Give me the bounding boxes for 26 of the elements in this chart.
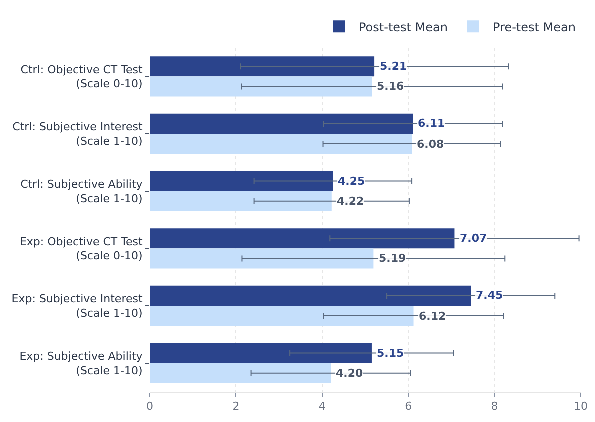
data-label: 5.16	[377, 80, 404, 93]
data-label: 5.15	[377, 347, 404, 360]
y-tick-label: Exp: Subjective Interest (Scale 1-10)	[12, 292, 144, 320]
data-label: 4.22	[337, 195, 364, 208]
y-tick-label: Exp: Subjective Ability (Scale 1-10)	[20, 350, 144, 378]
x-tick-label: 8	[491, 400, 498, 414]
data-label: 5.21	[380, 60, 408, 73]
y-tick-label: Exp: Objective CT Test (Scale 0-10)	[20, 235, 144, 263]
x-tick-label: 10	[574, 400, 588, 414]
legend-label: Post-test Mean	[359, 20, 448, 34]
x-tick-label: 4	[318, 400, 326, 414]
y-tick-label: Ctrl: Subjective Interest (Scale 1-10)	[12, 120, 144, 148]
data-label: 6.12	[419, 310, 446, 323]
data-label: 7.07	[460, 232, 488, 245]
data-label: 5.19	[379, 252, 406, 265]
x-tick-label: 0	[146, 400, 154, 414]
legend-label: Pre-test Mean	[493, 20, 576, 34]
data-label: 4.20	[336, 367, 364, 380]
data-label: 4.25	[338, 175, 366, 188]
x-tick-label: 2	[232, 400, 240, 414]
x-tick-label: 6	[405, 400, 412, 414]
data-label: 6.08	[417, 138, 444, 151]
y-tick-label: Ctrl: Objective CT Test (Scale 0-10)	[20, 63, 144, 91]
y-tick-label: Ctrl: Subjective Ability (Scale 1-10)	[20, 178, 144, 206]
data-label: 6.11	[418, 117, 446, 130]
data-label: 7.45	[476, 289, 504, 302]
